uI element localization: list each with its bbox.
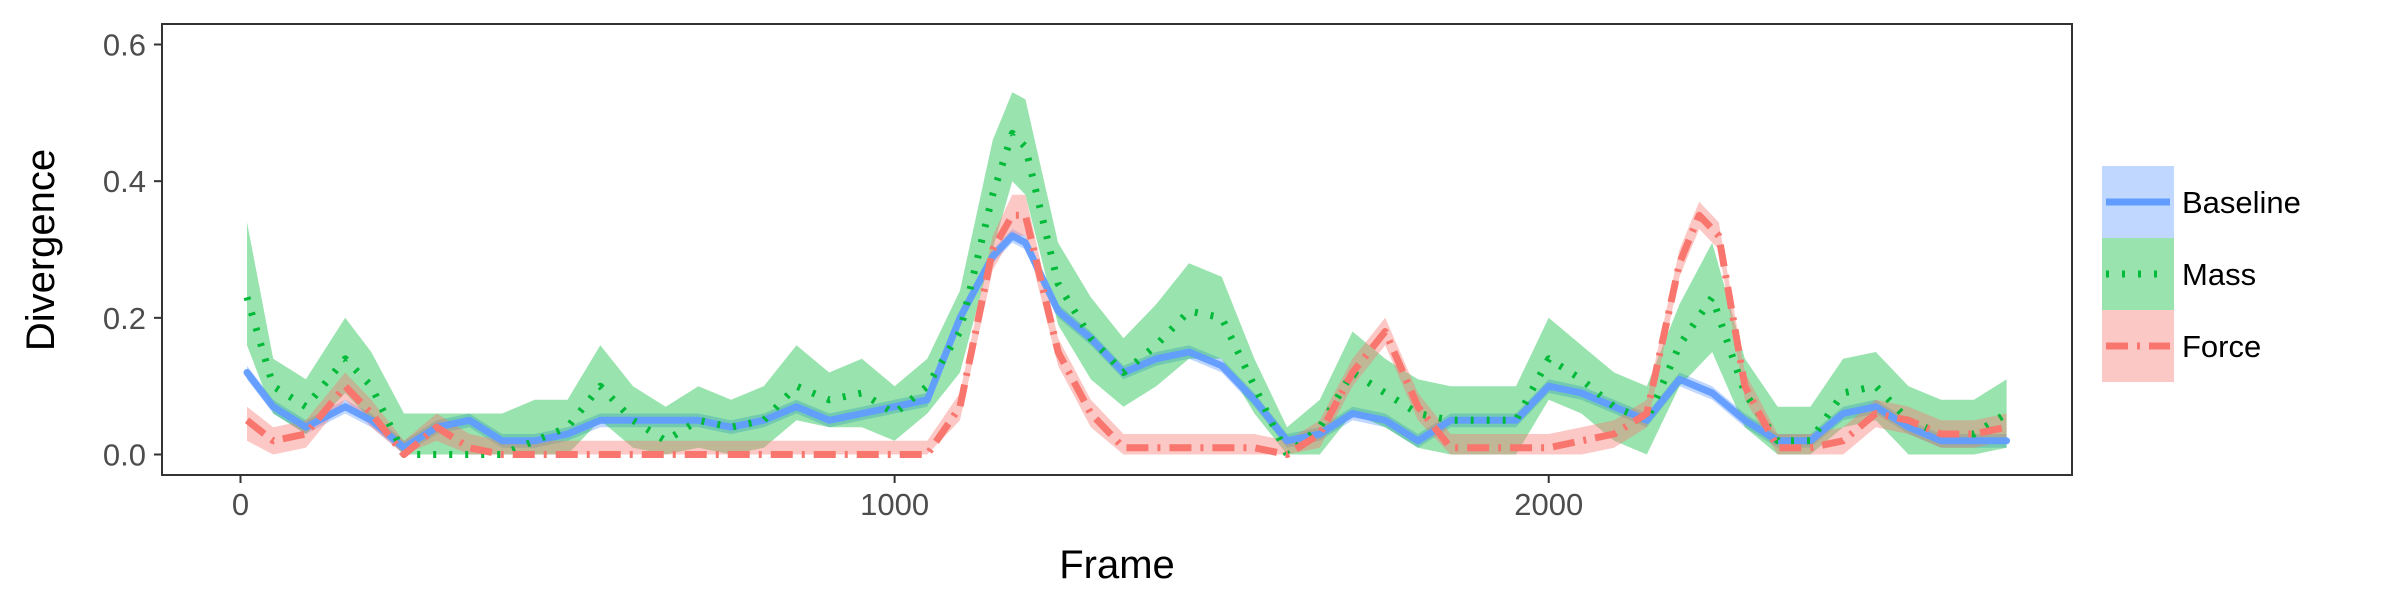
x-axis: 0 1000 2000 [232, 475, 1583, 522]
legend-label-mass: Mass [2182, 257, 2256, 292]
legend-label-force: Force [2182, 329, 2261, 364]
x-tick-label: 1000 [860, 487, 929, 522]
legend: Baseline Mass Force [2102, 166, 2301, 382]
x-tick-label: 2000 [1514, 487, 1583, 522]
force-line [244, 211, 2008, 458]
force-ribbon [247, 194, 2007, 455]
y-tick-label: 0.2 [103, 301, 146, 336]
legend-label-baseline: Baseline [2182, 185, 2301, 220]
series-lines [243, 129, 2011, 458]
plot-panel-border [161, 23, 2073, 476]
y-tick-label: 0.0 [103, 438, 146, 473]
legend-item-baseline: Baseline [2102, 166, 2301, 238]
y-tick-label: 0.4 [103, 164, 146, 199]
y-axis-title: Divergence [19, 149, 63, 351]
mass-ribbon [247, 92, 2007, 455]
y-tick-label: 0.6 [103, 28, 146, 63]
x-axis-title: Frame [1059, 543, 1175, 587]
y-axis: 0.0 0.2 0.4 0.6 [103, 28, 162, 473]
baseline-line [243, 232, 2011, 452]
legend-item-force: Force [2102, 310, 2261, 382]
legend-item-mass: Mass [2102, 238, 2256, 310]
x-tick-label: 0 [232, 487, 249, 522]
